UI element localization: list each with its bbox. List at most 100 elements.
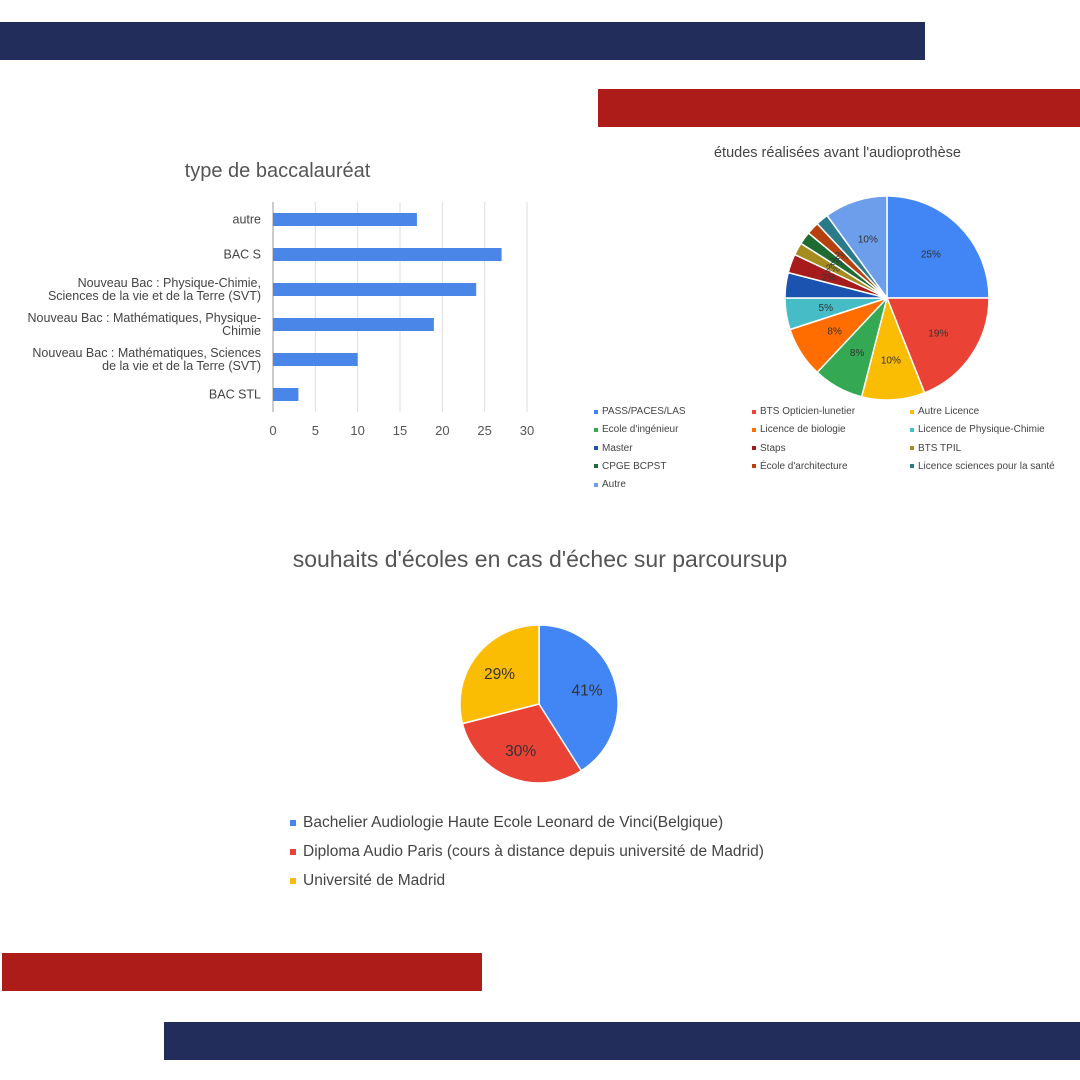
legend-label: BTS Opticien-lunetier: [760, 406, 856, 417]
slice-pct-label: 25%: [921, 250, 941, 261]
legend-item: Staps: [752, 443, 786, 454]
slice-pct-label: 2%: [821, 272, 836, 283]
legend-item: Bachelier Audiologie Haute Ecole Leonard…: [290, 808, 764, 837]
legend-item: Licence de Physique-Chimie: [910, 424, 1045, 435]
legend-swatch: [594, 427, 598, 432]
legend-item: École d'architecture: [752, 461, 848, 472]
legend-label: BTS TPIL: [918, 442, 962, 454]
top-red-band: [598, 89, 1080, 127]
legend-item: Autre: [594, 479, 626, 490]
legend-item: Diploma Audio Paris (cours à distance de…: [290, 837, 764, 866]
legend-swatch: [290, 819, 296, 826]
legend-swatch: [910, 446, 914, 451]
x-tick-label: 30: [520, 423, 534, 438]
category-label: Nouveau Bac : Physique-Chimie,: [78, 276, 261, 290]
category-label: de la vie et de la Terre (SVT): [102, 359, 261, 373]
bar: [273, 213, 417, 226]
pie-chart-wishes-legend: Bachelier Audiologie Haute Ecole Leonard…: [290, 808, 764, 895]
pie-slice: [461, 703, 583, 784]
bar: [273, 283, 477, 296]
category-label: Chimie: [222, 324, 261, 338]
legend-label: Master: [602, 442, 633, 454]
x-tick-label: 20: [435, 423, 449, 438]
legend-swatch: [910, 427, 914, 432]
bar: [273, 353, 358, 366]
legend-label: CPGE BCPST: [602, 460, 667, 472]
legend-item: Autre Licence: [910, 406, 979, 417]
slice-pct-label: 2%: [825, 264, 840, 275]
category-label: Sciences de la vie et de la Terre (SVT): [48, 289, 261, 303]
slice-pct-label: 5%: [819, 303, 834, 314]
legend-swatch: [910, 409, 914, 414]
x-tick-label: 5: [312, 423, 319, 438]
legend-item: Université de Madrid: [290, 866, 764, 895]
legend-label: Licence de Physique-Chimie: [918, 424, 1045, 436]
bar: [273, 318, 434, 331]
category-label: BAC STL: [209, 388, 261, 402]
bar: [273, 388, 299, 401]
legend-label: Ecole d'ingénieur: [602, 424, 679, 436]
legend-label: PASS/PACES/LAS: [602, 406, 686, 417]
category-label: BAC S: [223, 248, 261, 262]
pie-slice: [825, 195, 888, 301]
x-tick-label: 0: [269, 423, 276, 438]
slice-pct-label: 2%: [835, 251, 850, 262]
legend-item: PASS/PACES/LAS: [594, 406, 686, 417]
top-navy-band: [0, 22, 925, 60]
legend-item: CPGE BCPST: [594, 461, 666, 472]
legend-swatch: [752, 464, 756, 469]
legend-swatch: [594, 482, 598, 487]
x-tick-label: 25: [477, 423, 491, 438]
pie-chart-wishes-title: souhaits d'écoles en cas d'échec sur par…: [292, 546, 788, 572]
legend-item: BTS Opticien-lunetier: [752, 406, 855, 417]
slice-pct-label: 2%: [830, 257, 845, 268]
legend-swatch: [594, 446, 598, 451]
legend-swatch: [290, 848, 296, 855]
legend-swatch: [594, 409, 598, 414]
legend-label: Université de Madrid: [303, 871, 446, 889]
legend-label: Licence de biologie: [760, 424, 846, 436]
legend-item: BTS TPIL: [910, 443, 961, 454]
legend-label: Autre Licence: [918, 406, 980, 417]
legend-swatch: [290, 877, 296, 884]
legend-label: Autre: [602, 479, 626, 491]
legend-label: Licence sciences pour la santé: [918, 460, 1055, 472]
slice-pct-label: 41%: [571, 682, 602, 699]
legend-swatch: [752, 409, 756, 414]
slice-pct-label: 19%: [928, 328, 948, 339]
category-label: autre: [233, 213, 262, 227]
slice-pct-label: 10%: [881, 355, 901, 366]
slice-pct-label: 30%: [505, 743, 536, 760]
pie-slice: [885, 297, 990, 394]
legend-swatch: [910, 464, 914, 469]
slice-pct-label: 10%: [858, 235, 878, 246]
bottom-red-band: [2, 953, 482, 991]
legend-item: Master: [594, 443, 633, 454]
legend-label: École d'architecture: [760, 460, 848, 472]
pie-slice: [886, 195, 990, 299]
legend-swatch: [752, 427, 756, 432]
bar: [273, 248, 502, 261]
legend-label: Diploma Audio Paris (cours à distance de…: [303, 842, 764, 860]
bottom-navy-band: [164, 1022, 1080, 1060]
category-label: Nouveau Bac : Mathématiques, Sciences: [32, 346, 261, 360]
legend-item: Licence sciences pour la santé: [910, 461, 1055, 472]
legend-label: Staps: [760, 442, 786, 454]
slice-pct-label: 8%: [850, 348, 865, 359]
bar-chart-title: type de baccalauréat: [184, 160, 371, 182]
category-label: Nouveau Bac : Mathématiques, Physique-: [28, 311, 261, 325]
legend-item: Licence de biologie: [752, 424, 846, 435]
legend-item: Ecole d'ingénieur: [594, 424, 678, 435]
slice-pct-label: 29%: [484, 666, 515, 683]
x-tick-label: 15: [393, 423, 407, 438]
pie-slice: [459, 624, 540, 725]
pie-chart-studies-title: études réalisées avant l'audioprothèse: [713, 145, 962, 161]
legend-swatch: [752, 446, 756, 451]
legend-label: Bachelier Audiologie Haute Ecole Leonard…: [303, 813, 724, 831]
slice-pct-label: 8%: [827, 327, 842, 338]
legend-swatch: [594, 464, 598, 469]
x-tick-label: 10: [350, 423, 364, 438]
